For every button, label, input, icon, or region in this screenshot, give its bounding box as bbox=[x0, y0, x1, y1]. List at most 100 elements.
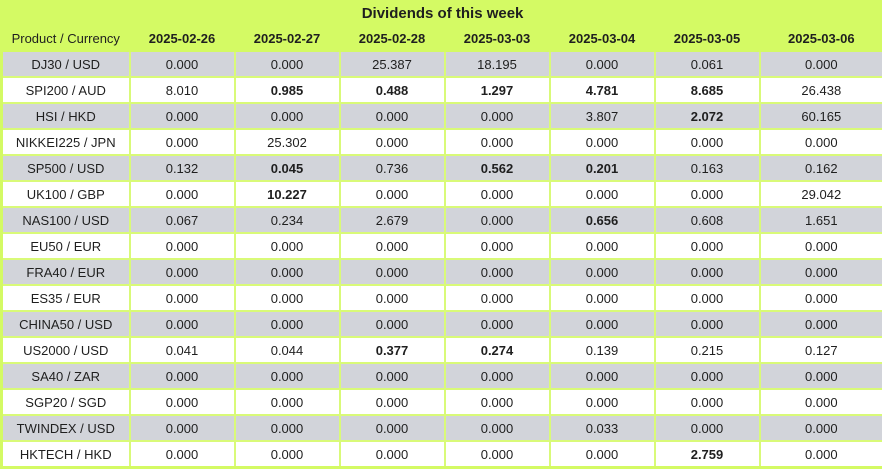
dividend-value-cell: 0.000 bbox=[548, 258, 656, 286]
column-header-date-1: 2025-02-26 bbox=[128, 24, 236, 52]
product-cell: NAS100 / USD bbox=[0, 206, 131, 234]
dividend-value-cell: 0.162 bbox=[758, 154, 882, 182]
dividend-value-cell: 0.033 bbox=[548, 414, 656, 442]
product-cell: HKTECH / HKD bbox=[0, 440, 131, 469]
dividend-value-cell: 0.000 bbox=[233, 362, 341, 390]
table-body: DJ30 / USD 0.000 0.000 25.387 18.195 0.0… bbox=[0, 50, 882, 469]
dividend-value-cell: 0.000 bbox=[758, 50, 882, 78]
dividend-value-cell: 0.163 bbox=[653, 154, 761, 182]
dividend-value-cell: 0.000 bbox=[758, 284, 882, 312]
dividend-value-cell: 0.000 bbox=[233, 310, 341, 338]
dividend-value-cell: 0.000 bbox=[653, 414, 761, 442]
table-row: UK100 / GBP 0.000 10.227 0.000 0.000 0.0… bbox=[0, 180, 882, 208]
dividend-value-cell: 0.000 bbox=[233, 284, 341, 312]
dividend-value-cell: 0.000 bbox=[128, 440, 236, 469]
dividend-value-cell: 0.000 bbox=[653, 284, 761, 312]
dividend-value-cell: 10.227 bbox=[233, 180, 341, 208]
table-row: ES35 / EUR 0.000 0.000 0.000 0.000 0.000… bbox=[0, 284, 882, 312]
dividend-value-cell: 0.000 bbox=[443, 440, 551, 469]
dividend-value-cell: 0.000 bbox=[548, 310, 656, 338]
dividend-value-cell: 0.000 bbox=[338, 232, 446, 260]
dividend-value-cell: 0.000 bbox=[128, 102, 236, 130]
table-row: SPI200 / AUD 8.010 0.985 0.488 1.297 4.7… bbox=[0, 76, 882, 104]
dividend-value-cell: 60.165 bbox=[758, 102, 882, 130]
dividend-value-cell: 0.000 bbox=[128, 128, 236, 156]
product-cell: SA40 / ZAR bbox=[0, 362, 131, 390]
dividend-value-cell: 0.000 bbox=[443, 128, 551, 156]
dividend-value-cell: 3.807 bbox=[548, 102, 656, 130]
dividend-value-cell: 8.685 bbox=[653, 76, 761, 104]
product-cell: US2000 / USD bbox=[0, 336, 131, 364]
table-row: SA40 / ZAR 0.000 0.000 0.000 0.000 0.000… bbox=[0, 362, 882, 390]
dividend-value-cell: 0.000 bbox=[548, 232, 656, 260]
column-header-date-3: 2025-02-28 bbox=[338, 24, 446, 52]
dividend-value-cell: 0.000 bbox=[758, 232, 882, 260]
column-header-date-6: 2025-03-05 bbox=[653, 24, 761, 52]
dividend-value-cell: 0.000 bbox=[233, 258, 341, 286]
dividend-value-cell: 0.132 bbox=[128, 154, 236, 182]
dividend-value-cell: 0.000 bbox=[653, 180, 761, 208]
dividend-value-cell: 0.000 bbox=[548, 50, 656, 78]
dividend-value-cell: 2.679 bbox=[338, 206, 446, 234]
table-row: TWINDEX / USD 0.000 0.000 0.000 0.000 0.… bbox=[0, 414, 882, 442]
dividend-value-cell: 0.000 bbox=[338, 310, 446, 338]
product-cell: SGP20 / SGD bbox=[0, 388, 131, 416]
dividend-value-cell: 0.000 bbox=[443, 414, 551, 442]
dividend-value-cell: 0.000 bbox=[338, 258, 446, 286]
dividend-value-cell: 0.041 bbox=[128, 336, 236, 364]
dividend-value-cell: 0.985 bbox=[233, 76, 341, 104]
dividend-value-cell: 0.234 bbox=[233, 206, 341, 234]
dividend-value-cell: 25.302 bbox=[233, 128, 341, 156]
dividend-value-cell: 0.000 bbox=[443, 102, 551, 130]
dividend-value-cell: 0.000 bbox=[443, 258, 551, 286]
dividend-value-cell: 0.274 bbox=[443, 336, 551, 364]
dividend-value-cell: 0.215 bbox=[653, 336, 761, 364]
dividend-value-cell: 0.000 bbox=[548, 128, 656, 156]
dividend-value-cell: 0.000 bbox=[653, 388, 761, 416]
dividend-value-cell: 0.000 bbox=[548, 284, 656, 312]
dividend-value-cell: 0.000 bbox=[128, 50, 236, 78]
dividend-value-cell: 0.000 bbox=[443, 388, 551, 416]
dividend-value-cell: 0.000 bbox=[443, 284, 551, 312]
dividend-value-cell: 0.045 bbox=[233, 154, 341, 182]
product-cell: CHINA50 / USD bbox=[0, 310, 131, 338]
product-cell: FRA40 / EUR bbox=[0, 258, 131, 286]
dividend-value-cell: 0.061 bbox=[653, 50, 761, 78]
dividend-value-cell: 0.000 bbox=[338, 440, 446, 469]
dividend-value-cell: 0.000 bbox=[338, 414, 446, 442]
dividend-value-cell: 0.000 bbox=[758, 258, 882, 286]
table-row: SP500 / USD 0.132 0.045 0.736 0.562 0.20… bbox=[0, 154, 882, 182]
dividend-value-cell: 0.139 bbox=[548, 336, 656, 364]
dividend-value-cell: 0.736 bbox=[338, 154, 446, 182]
dividend-value-cell: 0.000 bbox=[653, 128, 761, 156]
dividend-value-cell: 25.387 bbox=[338, 50, 446, 78]
dividend-value-cell: 0.000 bbox=[653, 232, 761, 260]
table-title: Dividends of this week bbox=[0, 0, 882, 26]
dividend-value-cell: 0.000 bbox=[653, 258, 761, 286]
dividend-value-cell: 2.072 bbox=[653, 102, 761, 130]
dividend-value-cell: 0.608 bbox=[653, 206, 761, 234]
dividend-value-cell: 26.438 bbox=[758, 76, 882, 104]
dividend-value-cell: 0.127 bbox=[758, 336, 882, 364]
dividend-value-cell: 0.000 bbox=[653, 362, 761, 390]
dividend-value-cell: 0.000 bbox=[758, 388, 882, 416]
dividend-value-cell: 0.067 bbox=[128, 206, 236, 234]
table-row: DJ30 / USD 0.000 0.000 25.387 18.195 0.0… bbox=[0, 50, 882, 78]
dividend-value-cell: 0.562 bbox=[443, 154, 551, 182]
dividend-value-cell: 2.759 bbox=[653, 440, 761, 469]
dividend-value-cell: 0.000 bbox=[338, 128, 446, 156]
column-header-row: Product / Currency 2025-02-26 2025-02-27… bbox=[0, 24, 882, 52]
dividend-value-cell: 0.000 bbox=[338, 284, 446, 312]
dividend-value-cell: 0.000 bbox=[443, 310, 551, 338]
dividend-value-cell: 1.297 bbox=[443, 76, 551, 104]
dividend-value-cell: 0.000 bbox=[758, 128, 882, 156]
dividend-value-cell: 0.000 bbox=[233, 50, 341, 78]
dividend-value-cell: 0.000 bbox=[758, 440, 882, 469]
dividend-value-cell: 0.000 bbox=[548, 388, 656, 416]
dividend-value-cell: 8.010 bbox=[128, 76, 236, 104]
dividend-value-cell: 0.000 bbox=[128, 258, 236, 286]
column-header-product: Product / Currency bbox=[0, 24, 131, 52]
product-cell: NIKKEI225 / JPN bbox=[0, 128, 131, 156]
dividend-value-cell: 0.000 bbox=[548, 362, 656, 390]
dividend-value-cell: 0.000 bbox=[443, 362, 551, 390]
